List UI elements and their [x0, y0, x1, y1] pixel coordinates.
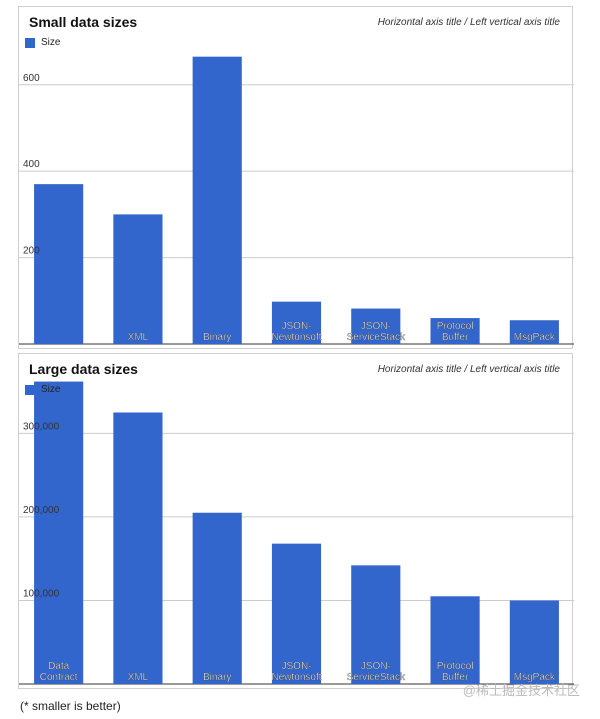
legend: Size	[25, 384, 60, 395]
category-label: Buffer	[442, 672, 469, 683]
small-data-sizes-chart: Small data sizes Horizontal axis title /…	[18, 6, 574, 349]
bar	[271, 543, 322, 684]
bar	[351, 565, 401, 684]
bar	[34, 184, 84, 344]
category-label: MsgPack	[514, 672, 556, 683]
bar	[430, 596, 480, 684]
category-label: JSON-	[361, 321, 391, 332]
y-tick-label: 400	[23, 159, 40, 170]
legend-label: Size	[41, 384, 61, 395]
axis-titles-note: Horizontal axis title / Left vertical ax…	[377, 364, 560, 375]
legend-swatch	[25, 384, 35, 395]
category-label: JSON-	[282, 661, 312, 672]
bar	[192, 512, 242, 684]
large-data-sizes-chart: 100,000 200,000 300,000 Data Contract XML Bina…	[18, 353, 574, 689]
y-tick-label: 200	[23, 246, 40, 257]
category-label: MsgPack	[514, 332, 556, 343]
bar	[113, 412, 163, 684]
legend-label: Size	[41, 37, 61, 48]
category-label: Contract	[40, 672, 78, 683]
bar	[509, 320, 559, 344]
category-label: Newtonsoft	[271, 672, 321, 683]
bar	[430, 318, 480, 344]
bar	[34, 381, 84, 684]
category-label: XML	[128, 332, 149, 343]
y-tick-label: 600	[23, 73, 40, 84]
category-label: Binary	[203, 672, 231, 683]
category-label: JSON-	[282, 321, 312, 332]
chart-title: Small data sizes	[29, 14, 138, 30]
category-label: Protocol	[437, 321, 474, 332]
category-label: Protocol	[437, 661, 474, 672]
axis-titles-note: Horizontal axis title / Left vertical ax…	[377, 17, 560, 28]
y-tick-label: 200,000	[23, 505, 60, 516]
category-label: Data	[48, 661, 70, 672]
category-label: ServiceStack	[347, 332, 406, 343]
legend-swatch	[25, 37, 35, 48]
category-label: Buffer	[442, 332, 469, 343]
bar	[192, 56, 242, 344]
bar	[113, 214, 163, 344]
category-label: ServiceStack	[347, 672, 406, 683]
y-tick-label: 100,000	[23, 588, 60, 599]
category-label: Binary	[203, 332, 231, 343]
bar	[509, 600, 559, 684]
y-tick-label: 300,000	[23, 421, 60, 432]
category-label: JSON-	[361, 661, 391, 672]
chart-title: Large data sizes	[29, 361, 138, 377]
watermark: @稀土掘金技术社区	[462, 683, 580, 698]
legend: Size	[25, 37, 60, 48]
bar	[271, 301, 322, 344]
category-label: XML	[128, 672, 149, 683]
category-label: Newtonsoft	[271, 332, 321, 343]
bar	[351, 308, 401, 344]
footnote: (* smaller is better)	[20, 699, 121, 713]
